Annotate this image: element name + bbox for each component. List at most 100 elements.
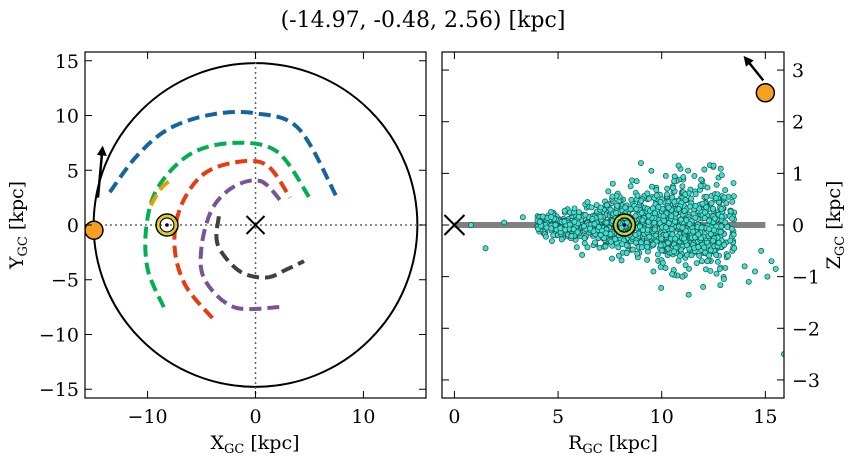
star-point	[725, 253, 731, 259]
star-point	[634, 192, 641, 199]
y-tick-label: 10	[55, 106, 79, 128]
star-point	[548, 238, 555, 244]
star-point	[718, 206, 725, 212]
star-point	[628, 196, 635, 203]
star-point	[588, 204, 595, 211]
star-point	[566, 221, 573, 228]
galactic-center-marker	[245, 215, 266, 235]
star-point	[708, 200, 715, 207]
star-point	[651, 226, 658, 233]
star-point	[713, 270, 720, 277]
right-x-axis-label: RGC [kpc]	[568, 432, 658, 457]
star-point	[584, 244, 591, 251]
star-point	[701, 244, 708, 251]
star-point	[675, 162, 682, 169]
star-point	[603, 202, 610, 209]
star-point	[650, 241, 657, 248]
star-point	[772, 265, 779, 272]
star-point	[615, 244, 622, 251]
star-point	[664, 239, 671, 246]
star-point	[704, 184, 711, 191]
star-point	[703, 204, 710, 211]
star-point	[658, 247, 665, 254]
star-point	[671, 178, 678, 185]
star-point	[698, 224, 705, 231]
star-point	[627, 206, 634, 212]
star-point	[573, 244, 580, 251]
star-point	[710, 237, 717, 244]
star-point	[653, 187, 660, 193]
star-point	[686, 221, 693, 228]
star-point	[638, 239, 645, 246]
y-tick-label: −3	[792, 370, 820, 392]
velocity-arrow	[96, 145, 107, 198]
star-point	[781, 351, 784, 358]
star-point	[603, 219, 610, 226]
star-point	[613, 209, 619, 216]
right-y-ticks: −3 −2 −1 0 1 2 3	[442, 60, 820, 392]
star-point	[561, 218, 568, 225]
star-point	[713, 252, 719, 258]
sun-ring-outer	[155, 213, 179, 237]
star-point	[722, 187, 729, 194]
right-y-axis-label: ZGC [kpc]	[823, 181, 848, 270]
star-point	[679, 224, 686, 231]
object-marker	[85, 220, 104, 241]
star-point	[662, 172, 669, 179]
star-point	[623, 250, 630, 257]
star-point	[668, 213, 675, 220]
star-point	[580, 223, 587, 230]
star-point	[571, 205, 578, 212]
star-point	[693, 260, 700, 267]
left-x-ticks: −10 0 10	[128, 52, 376, 428]
star-point	[665, 204, 672, 211]
star-point	[721, 242, 728, 248]
star-point	[665, 220, 672, 227]
star-point	[638, 209, 645, 216]
star-point	[730, 231, 737, 238]
star-point	[646, 195, 653, 202]
star-point	[664, 191, 670, 198]
star-point	[728, 226, 735, 232]
star-point	[713, 195, 719, 202]
y-tick-label: 5	[67, 160, 79, 182]
star-point	[644, 256, 651, 263]
star-point	[539, 213, 546, 220]
star-point	[561, 207, 568, 214]
star-point	[645, 212, 652, 219]
x-tick-label: 0	[448, 406, 460, 428]
star-point	[752, 268, 758, 275]
star-point	[717, 229, 724, 235]
sun-dot	[622, 223, 627, 227]
star-point	[721, 194, 728, 201]
y-tick-label: −15	[39, 379, 79, 401]
star-point	[679, 183, 686, 190]
y-tick-label: 1	[792, 163, 804, 185]
star-point	[741, 263, 748, 270]
star-point	[687, 203, 694, 210]
star-point	[669, 271, 676, 278]
star-point	[671, 198, 678, 205]
star-point	[701, 209, 708, 216]
star-point	[662, 224, 669, 231]
star-point	[658, 284, 665, 291]
star-point	[579, 251, 586, 258]
spiral-arm	[149, 176, 175, 207]
left-panel: −10 0 10 −15 −10 −5 0 5 10 15 XGC [kpc] YGC [kpc…	[6, 51, 427, 457]
star-point	[701, 166, 708, 173]
star-point	[764, 273, 771, 280]
y-tick-label: 2	[792, 112, 804, 134]
star-point	[589, 216, 596, 222]
star-point	[698, 176, 705, 183]
sun-ring	[157, 215, 178, 235]
star-point	[609, 180, 616, 187]
star-point	[685, 167, 692, 174]
star-point	[584, 199, 591, 206]
star-point	[648, 167, 655, 174]
star-point	[557, 225, 564, 232]
star-point	[711, 227, 718, 234]
star-point	[609, 193, 616, 200]
star-point	[633, 178, 640, 185]
star-point	[680, 174, 687, 181]
star-point	[582, 212, 589, 218]
